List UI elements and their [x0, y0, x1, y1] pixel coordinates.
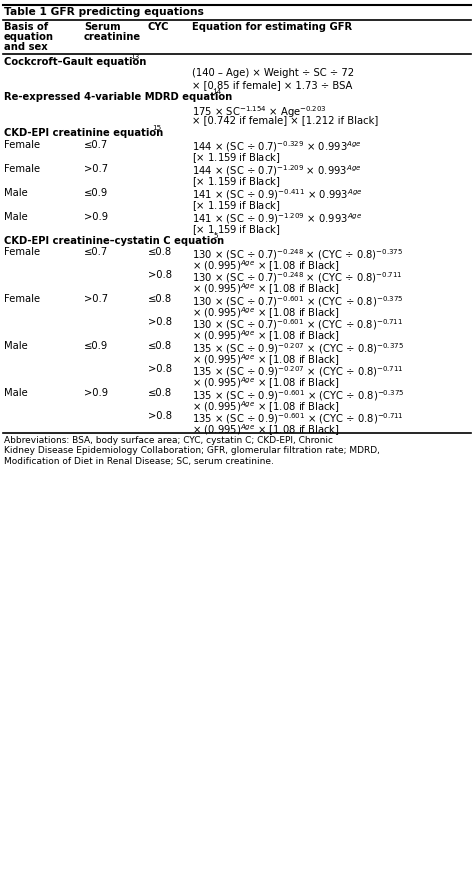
- Text: >0.7: >0.7: [84, 294, 108, 304]
- Text: $\times$ (0.995)$^{Age}$ $\times$ [1.08 if Black]: $\times$ (0.995)$^{Age}$ $\times$ [1.08 …: [192, 400, 340, 416]
- Text: >0.8: >0.8: [148, 364, 172, 374]
- Text: >0.7: >0.7: [84, 163, 108, 174]
- Text: 130 $\times$ (SC $\div$ 0.7)$^{-0.601}$ $\times$ (CYC $\div$ 0.8)$^{-0.375}$: 130 $\times$ (SC $\div$ 0.7)$^{-0.601}$ …: [192, 294, 403, 309]
- Text: $\times$ (0.995)$^{Age}$ $\times$ [1.08 if Black]: $\times$ (0.995)$^{Age}$ $\times$ [1.08 …: [192, 306, 340, 321]
- Text: >0.9: >0.9: [84, 211, 108, 222]
- Text: >0.8: >0.8: [148, 270, 172, 280]
- Text: ≤0.7: ≤0.7: [84, 140, 108, 149]
- Text: equation: equation: [4, 32, 54, 42]
- Text: CKD-EPI creatinine–cystatin C equation: CKD-EPI creatinine–cystatin C equation: [4, 236, 224, 245]
- Text: ≤0.9: ≤0.9: [84, 341, 108, 351]
- Text: Re-expressed 4-variable MDRD equation: Re-expressed 4-variable MDRD equation: [4, 93, 232, 102]
- Text: 141 $\times$ (SC $\div$ 0.9)$^{-1.209}$ $\times$ 0.993$^{Age}$: 141 $\times$ (SC $\div$ 0.9)$^{-1.209}$ …: [192, 211, 362, 226]
- Text: $\times$ (0.995)$^{Age}$ $\times$ [1.08 if Black]: $\times$ (0.995)$^{Age}$ $\times$ [1.08 …: [192, 375, 340, 391]
- Text: CKD-EPI creatinine equation: CKD-EPI creatinine equation: [4, 128, 163, 138]
- Text: $\times$ (0.995)$^{Age}$ $\times$ [1.08 if Black]: $\times$ (0.995)$^{Age}$ $\times$ [1.08 …: [192, 258, 340, 274]
- Text: 135 $\times$ (SC $\div$ 0.9)$^{-0.601}$ $\times$ (CYC $\div$ 0.8)$^{-0.375}$: 135 $\times$ (SC $\div$ 0.9)$^{-0.601}$ …: [192, 388, 404, 402]
- Text: $\times$ (0.995)$^{Age}$ $\times$ [1.08 if Black]: $\times$ (0.995)$^{Age}$ $\times$ [1.08 …: [192, 328, 340, 344]
- Text: Female: Female: [4, 294, 40, 304]
- Text: Male: Male: [4, 341, 28, 351]
- Text: [$\times$ 1.159 if Black]: [$\times$ 1.159 if Black]: [192, 223, 281, 237]
- Text: and sex: and sex: [4, 42, 48, 52]
- Text: ≤0.8: ≤0.8: [148, 341, 172, 351]
- Text: Female: Female: [4, 247, 40, 257]
- Text: Serum: Serum: [84, 22, 120, 32]
- Text: 14: 14: [212, 90, 221, 95]
- Text: 144 $\times$ (SC $\div$ 0.7)$^{-1.209}$ $\times$ 0.993$^{Age}$: 144 $\times$ (SC $\div$ 0.7)$^{-1.209}$ …: [192, 163, 362, 178]
- Text: 135 $\times$ (SC $\div$ 0.9)$^{-0.207}$ $\times$ (CYC $\div$ 0.8)$^{-0.375}$: 135 $\times$ (SC $\div$ 0.9)$^{-0.207}$ …: [192, 341, 404, 356]
- Text: Cockcroft–Gault equation: Cockcroft–Gault equation: [4, 57, 146, 67]
- Text: CYC: CYC: [148, 22, 170, 32]
- Text: 144 $\times$ (SC $\div$ 0.7)$^{-0.329}$ $\times$ 0.993$^{Age}$: 144 $\times$ (SC $\div$ 0.7)$^{-0.329}$ …: [192, 140, 362, 155]
- Text: Table 1 GFR predicting equations: Table 1 GFR predicting equations: [4, 7, 204, 17]
- Text: × [0.85 if female] × 1.73 ÷ BSA: × [0.85 if female] × 1.73 ÷ BSA: [192, 80, 352, 90]
- Text: 5: 5: [213, 232, 218, 238]
- Text: (140 – Age) × Weight ÷ SC ÷ 72: (140 – Age) × Weight ÷ SC ÷ 72: [192, 68, 354, 79]
- Text: ≤0.8: ≤0.8: [148, 388, 172, 398]
- Text: Abbreviations: BSA, body surface area; CYC, cystatin C; CKD-EPI, Chronic
Kidney : Abbreviations: BSA, body surface area; C…: [4, 436, 380, 466]
- Text: 13: 13: [130, 54, 139, 60]
- Text: >0.9: >0.9: [84, 388, 108, 398]
- Text: Equation for estimating GFR: Equation for estimating GFR: [192, 22, 352, 32]
- Text: $\times$ (0.995)$^{Age}$ $\times$ [1.08 if Black]: $\times$ (0.995)$^{Age}$ $\times$ [1.08 …: [192, 353, 340, 368]
- Text: 141 $\times$ (SC $\div$ 0.9)$^{-0.411}$ $\times$ 0.993$^{Age}$: 141 $\times$ (SC $\div$ 0.9)$^{-0.411}$ …: [192, 188, 363, 203]
- Text: Male: Male: [4, 211, 28, 222]
- Text: 130 $\times$ (SC $\div$ 0.7)$^{-0.248}$ $\times$ (CYC $\div$ 0.8)$^{-0.375}$: 130 $\times$ (SC $\div$ 0.7)$^{-0.248}$ …: [192, 247, 403, 262]
- Text: ≤0.9: ≤0.9: [84, 188, 108, 197]
- Text: ≤0.8: ≤0.8: [148, 247, 172, 257]
- Text: $\times$ (0.995)$^{Age}$ $\times$ [1.08 if Black]: $\times$ (0.995)$^{Age}$ $\times$ [1.08 …: [192, 423, 340, 438]
- Text: Basis of: Basis of: [4, 22, 48, 32]
- Text: ≤0.8: ≤0.8: [148, 294, 172, 304]
- Text: 175 $\times$ SC$^{-1.154}$ $\times$ Age$^{-0.203}$: 175 $\times$ SC$^{-1.154}$ $\times$ Age$…: [192, 104, 327, 120]
- Text: 135 $\times$ (SC $\div$ 0.9)$^{-0.601}$ $\times$ (CYC $\div$ 0.8)$^{-0.711}$: 135 $\times$ (SC $\div$ 0.9)$^{-0.601}$ …: [192, 411, 404, 426]
- Text: creatinine: creatinine: [84, 32, 141, 42]
- Text: 15: 15: [152, 125, 161, 131]
- Text: 130 $\times$ (SC $\div$ 0.7)$^{-0.248}$ $\times$ (CYC $\div$ 0.8)$^{-0.711}$: 130 $\times$ (SC $\div$ 0.7)$^{-0.248}$ …: [192, 270, 402, 285]
- Text: [$\times$ 1.159 if Black]: [$\times$ 1.159 if Black]: [192, 199, 281, 213]
- Text: Male: Male: [4, 188, 28, 197]
- Text: >0.8: >0.8: [148, 411, 172, 421]
- Text: [$\times$ 1.159 if Black]: [$\times$ 1.159 if Black]: [192, 175, 281, 189]
- Text: [$\times$ 1.159 if Black]: [$\times$ 1.159 if Black]: [192, 151, 281, 165]
- Text: 130 $\times$ (SC $\div$ 0.7)$^{-0.601}$ $\times$ (CYC $\div$ 0.8)$^{-0.711}$: 130 $\times$ (SC $\div$ 0.7)$^{-0.601}$ …: [192, 317, 403, 332]
- Text: 135 $\times$ (SC $\div$ 0.9)$^{-0.207}$ $\times$ (CYC $\div$ 0.8)$^{-0.711}$: 135 $\times$ (SC $\div$ 0.9)$^{-0.207}$ …: [192, 364, 403, 379]
- Text: Female: Female: [4, 140, 40, 149]
- Text: Female: Female: [4, 163, 40, 174]
- Text: × [0.742 if female] × [1.212 if Black]: × [0.742 if female] × [1.212 if Black]: [192, 115, 378, 126]
- Text: >0.8: >0.8: [148, 317, 172, 327]
- Text: $\times$ (0.995)$^{Age}$ $\times$ [1.08 if Black]: $\times$ (0.995)$^{Age}$ $\times$ [1.08 …: [192, 281, 340, 297]
- Text: ≤0.7: ≤0.7: [84, 247, 108, 257]
- Text: Male: Male: [4, 388, 28, 398]
